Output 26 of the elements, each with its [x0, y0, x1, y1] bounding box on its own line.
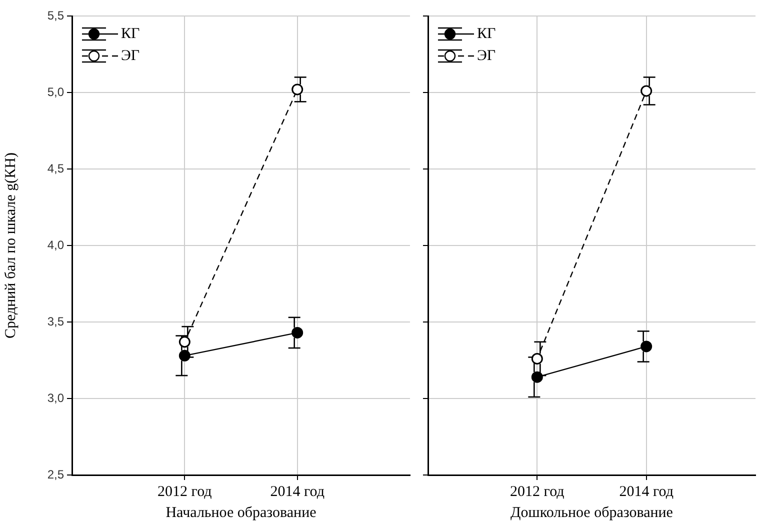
- point: [292, 326, 304, 338]
- y-tick-label: 2,5: [47, 467, 64, 482]
- y-tick-label: 3,5: [47, 314, 64, 328]
- legend-label: КГ: [477, 26, 496, 42]
- y-tick-label: 4,0: [47, 238, 64, 252]
- x-tick-label: 2014 год: [619, 484, 674, 500]
- y-axis-title: Средний бал по шкале g(КН): [2, 152, 19, 338]
- point: [178, 336, 190, 348]
- point: [178, 350, 190, 362]
- x-tick-label: 2014 год: [270, 484, 325, 500]
- point: [531, 352, 543, 364]
- x-axis-title: Дошкольное образование: [510, 504, 674, 521]
- point: [640, 340, 652, 352]
- y-tick-label: 4,5: [47, 161, 64, 176]
- legend-label: ЭГ: [477, 48, 496, 64]
- point: [640, 85, 652, 97]
- y-tick-label: 5,5: [47, 8, 64, 22]
- x-tick-label: 2012 год: [510, 484, 565, 500]
- x-axis-title: Начальное образование: [166, 504, 317, 521]
- legend-label: ЭГ: [121, 48, 140, 64]
- legend-label: КГ: [121, 26, 140, 42]
- point: [292, 84, 304, 96]
- point: [531, 371, 543, 383]
- y-tick-label: 5,0: [47, 84, 64, 99]
- x-tick-label: 2012 год: [158, 484, 212, 500]
- y-tick-label: 3,0: [47, 390, 64, 405]
